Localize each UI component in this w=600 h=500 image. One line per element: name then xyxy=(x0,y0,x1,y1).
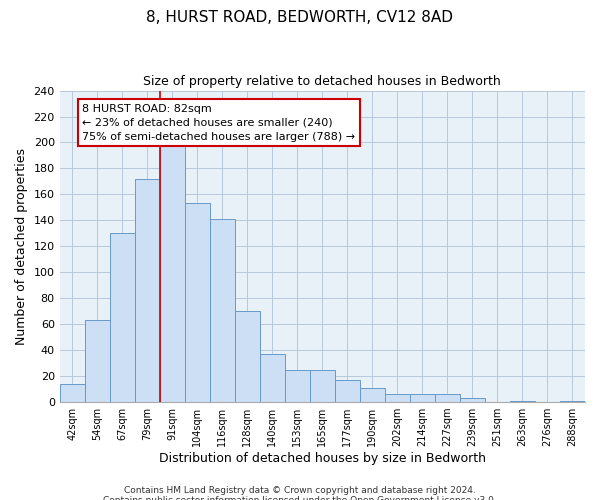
Bar xyxy=(110,234,135,402)
X-axis label: Distribution of detached houses by size in Bedworth: Distribution of detached houses by size … xyxy=(159,452,486,465)
Bar xyxy=(335,380,360,402)
Bar xyxy=(160,142,185,402)
Bar xyxy=(410,394,435,402)
Bar xyxy=(460,398,485,402)
Text: Contains HM Land Registry data © Crown copyright and database right 2024.: Contains HM Land Registry data © Crown c… xyxy=(124,486,476,495)
Bar xyxy=(310,370,335,402)
Bar xyxy=(560,401,585,402)
Text: 8 HURST ROAD: 82sqm
← 23% of detached houses are smaller (240)
75% of semi-detac: 8 HURST ROAD: 82sqm ← 23% of detached ho… xyxy=(82,104,355,142)
Text: Contains public sector information licensed under the Open Government Licence v3: Contains public sector information licen… xyxy=(103,496,497,500)
Bar xyxy=(260,354,285,402)
Title: Size of property relative to detached houses in Bedworth: Size of property relative to detached ho… xyxy=(143,75,501,88)
Bar xyxy=(385,394,410,402)
Bar xyxy=(435,394,460,402)
Bar xyxy=(185,204,210,402)
Bar xyxy=(510,401,535,402)
Text: 8, HURST ROAD, BEDWORTH, CV12 8AD: 8, HURST ROAD, BEDWORTH, CV12 8AD xyxy=(146,10,454,25)
Bar xyxy=(360,388,385,402)
Bar xyxy=(59,384,85,402)
Bar xyxy=(285,370,310,402)
Bar xyxy=(85,320,110,402)
Bar xyxy=(135,179,160,402)
Bar xyxy=(235,311,260,402)
Y-axis label: Number of detached properties: Number of detached properties xyxy=(15,148,28,345)
Bar xyxy=(210,219,235,402)
